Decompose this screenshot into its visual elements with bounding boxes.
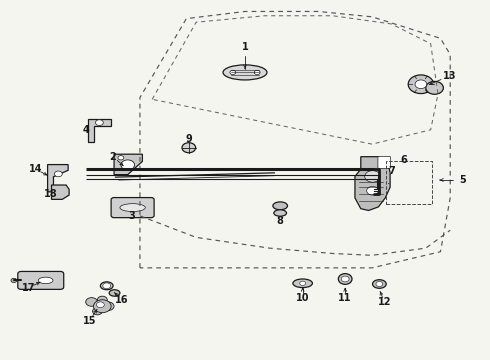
Text: 15: 15 — [83, 316, 97, 325]
Text: 1: 1 — [242, 42, 248, 52]
Circle shape — [93, 308, 102, 315]
Ellipse shape — [293, 279, 313, 288]
Text: 9: 9 — [185, 134, 192, 144]
FancyBboxPatch shape — [378, 156, 391, 168]
Circle shape — [376, 282, 383, 287]
Polygon shape — [114, 154, 143, 175]
Ellipse shape — [109, 290, 120, 296]
Polygon shape — [355, 157, 390, 211]
Ellipse shape — [338, 274, 352, 284]
Ellipse shape — [273, 202, 288, 210]
Text: 2: 2 — [110, 152, 117, 162]
Text: 13: 13 — [442, 71, 456, 81]
FancyBboxPatch shape — [111, 198, 154, 218]
Text: 12: 12 — [377, 297, 391, 307]
Ellipse shape — [223, 65, 267, 80]
Bar — [386, 161, 432, 204]
Circle shape — [415, 80, 427, 89]
Text: 11: 11 — [339, 293, 352, 303]
Text: 5: 5 — [459, 175, 466, 185]
Ellipse shape — [100, 282, 113, 290]
Circle shape — [408, 75, 434, 94]
Circle shape — [103, 283, 111, 289]
Circle shape — [230, 70, 236, 75]
Polygon shape — [51, 185, 69, 199]
Circle shape — [182, 143, 196, 153]
Text: 10: 10 — [296, 293, 309, 303]
Circle shape — [426, 81, 443, 94]
Polygon shape — [88, 120, 111, 142]
Circle shape — [254, 70, 260, 75]
FancyBboxPatch shape — [18, 271, 64, 289]
Circle shape — [102, 302, 114, 311]
Circle shape — [118, 156, 124, 160]
Circle shape — [54, 171, 62, 177]
Text: 14: 14 — [29, 164, 43, 174]
Circle shape — [97, 302, 104, 308]
Text: 18: 18 — [44, 189, 57, 199]
Ellipse shape — [274, 210, 287, 216]
Text: 4: 4 — [83, 125, 90, 135]
Circle shape — [94, 300, 111, 313]
Circle shape — [365, 171, 380, 182]
Ellipse shape — [38, 277, 53, 284]
Circle shape — [300, 281, 306, 285]
Text: 17: 17 — [22, 283, 36, 293]
Text: 6: 6 — [400, 155, 407, 165]
Circle shape — [341, 276, 349, 282]
Circle shape — [11, 278, 17, 283]
Circle shape — [98, 296, 107, 303]
Ellipse shape — [120, 204, 146, 212]
Circle shape — [121, 160, 135, 170]
Text: 16: 16 — [115, 295, 128, 305]
Text: 7: 7 — [388, 166, 395, 176]
Ellipse shape — [372, 280, 386, 288]
Text: 8: 8 — [277, 216, 284, 226]
Circle shape — [96, 120, 103, 126]
Circle shape — [86, 298, 98, 306]
Circle shape — [367, 186, 378, 195]
Text: 3: 3 — [128, 211, 135, 221]
Polygon shape — [48, 165, 68, 192]
